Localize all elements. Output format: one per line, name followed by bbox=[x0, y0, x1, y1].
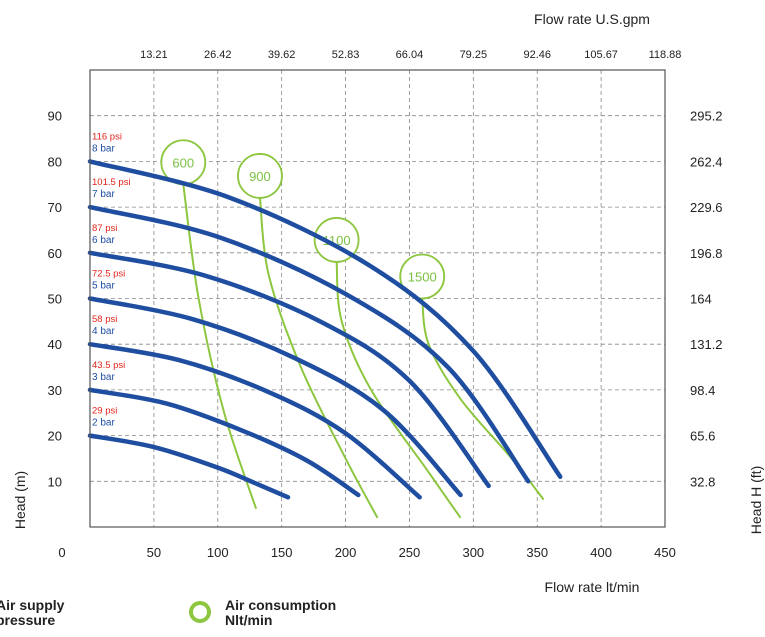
x-tick-label: 250 bbox=[399, 545, 421, 560]
legend-consumption-line-1: Air consumption bbox=[225, 597, 336, 613]
y-tick-label: 50 bbox=[48, 292, 62, 307]
pressure-curve bbox=[87, 204, 531, 484]
curve-psi-label: 29 psi bbox=[92, 406, 117, 417]
air-consumption-badge bbox=[237, 153, 283, 199]
air-consumption-curve bbox=[335, 261, 462, 519]
curve-psi-label: 116 psi bbox=[92, 131, 122, 142]
legend-consumption-text: Air consumption Nlt/min bbox=[225, 597, 340, 628]
legend-pressure-line-1: Air supply bbox=[0, 597, 65, 613]
air-consumption-label: 1500 bbox=[408, 270, 437, 285]
air-consumption-label: 600 bbox=[172, 155, 194, 170]
y2-tick-label: 196.8 bbox=[690, 246, 723, 261]
y2-tick-label: 131.2 bbox=[690, 337, 723, 352]
curve-psi-label: 72.5 psi bbox=[92, 269, 125, 280]
legend-pressure-line-2: pressure bbox=[0, 612, 55, 628]
y2-tick-label: 229.6 bbox=[690, 200, 723, 215]
pressure-curve bbox=[87, 250, 491, 489]
curve-bar-label: 4 bar bbox=[92, 326, 115, 337]
pressure-curve bbox=[87, 296, 463, 498]
curve-bar-label: 7 bar bbox=[92, 189, 115, 200]
y2-tick-label: 98.4 bbox=[690, 383, 715, 398]
curve-bar-label: 6 bar bbox=[92, 235, 115, 246]
x-tick-label: 150 bbox=[271, 545, 293, 560]
legend-consumption-icon bbox=[189, 601, 211, 623]
y-tick-label: 30 bbox=[48, 383, 62, 398]
curve-psi-label: 58 psi bbox=[92, 314, 117, 325]
y-tick-label: 40 bbox=[48, 337, 62, 352]
pressure-curve bbox=[87, 387, 361, 498]
air-consumption-badge bbox=[399, 253, 446, 300]
x2-tick-label: 52.83 bbox=[332, 49, 360, 61]
x-tick-label: 200 bbox=[335, 545, 357, 560]
x-tick-label: 450 bbox=[654, 545, 676, 560]
y2-tick-label: 262.4 bbox=[690, 154, 723, 169]
x2-axis-title: Flow rate U.S.gpm bbox=[534, 11, 650, 27]
x2-tick-label: 13.21 bbox=[140, 49, 168, 61]
x2-tick-label: 92.46 bbox=[523, 49, 551, 61]
x-tick-label: 100 bbox=[207, 545, 229, 560]
curve-psi-label: 87 psi bbox=[92, 223, 117, 234]
x-tick-label: 400 bbox=[590, 545, 612, 560]
y2-tick-label: 295.2 bbox=[690, 109, 723, 124]
legend-consumption-line-2: Nlt/min bbox=[225, 612, 272, 628]
curve-bar-label: 5 bar bbox=[92, 281, 115, 292]
x2-tick-label: 39.62 bbox=[268, 49, 296, 61]
air-consumption-curve bbox=[182, 184, 258, 510]
legend-pressure-text: Air supply pressure bbox=[0, 597, 68, 628]
curve-bar-label: 8 bar bbox=[92, 143, 115, 154]
legend: Air supply pressure Air consumption Nlt/… bbox=[0, 597, 340, 628]
y-tick-label: 70 bbox=[48, 200, 62, 215]
x2-tick-label: 79.25 bbox=[460, 49, 488, 61]
pressure-curve bbox=[87, 159, 563, 479]
pressure-curve bbox=[87, 433, 291, 500]
y-tick-label: 20 bbox=[48, 429, 62, 444]
y-tick-label: 90 bbox=[48, 109, 62, 124]
curve-bar-label: 3 bar bbox=[92, 372, 115, 383]
y2-tick-label: 65.6 bbox=[690, 429, 715, 444]
x2-tick-label: 118.88 bbox=[649, 49, 682, 61]
y-tick-label: 60 bbox=[48, 246, 62, 261]
x2-tick-label: 66.04 bbox=[396, 49, 424, 61]
pressure-curve bbox=[87, 341, 422, 500]
curve-psi-label: 43.5 psi bbox=[92, 360, 125, 371]
x-tick-label: 0 bbox=[58, 545, 65, 560]
x-tick-label: 300 bbox=[462, 545, 484, 560]
x-tick-label: 50 bbox=[147, 545, 161, 560]
y-tick-label: 80 bbox=[48, 154, 62, 169]
axis-labels: 0 50 100 150 200 250 300 350 400 450 13.21 26.42 39.… bbox=[48, 49, 723, 560]
y-axis-title: Head (m) bbox=[12, 471, 28, 529]
y-tick-label: 10 bbox=[48, 474, 62, 489]
y2-tick-label: 32.8 bbox=[690, 474, 715, 489]
plot-border bbox=[89, 69, 666, 528]
x-axis-title: Flow rate lt/min bbox=[545, 579, 640, 595]
grid-layer bbox=[90, 70, 665, 527]
x-tick-label: 350 bbox=[526, 545, 548, 560]
y2-axis-title: Head H (ft) bbox=[748, 466, 764, 534]
y2-tick-label: 164 bbox=[690, 292, 712, 307]
air-consumption-label: 900 bbox=[249, 169, 271, 184]
curve-bar-label: 2 bar bbox=[92, 418, 115, 429]
x2-tick-label: 105.67 bbox=[584, 49, 618, 61]
x2-tick-label: 26.42 bbox=[204, 49, 232, 61]
curve-psi-label: 101.5 psi bbox=[92, 177, 131, 188]
